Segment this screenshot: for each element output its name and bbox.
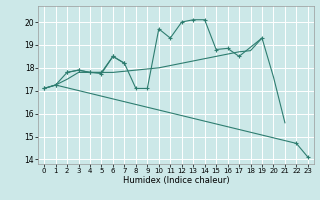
X-axis label: Humidex (Indice chaleur): Humidex (Indice chaleur) — [123, 176, 229, 185]
